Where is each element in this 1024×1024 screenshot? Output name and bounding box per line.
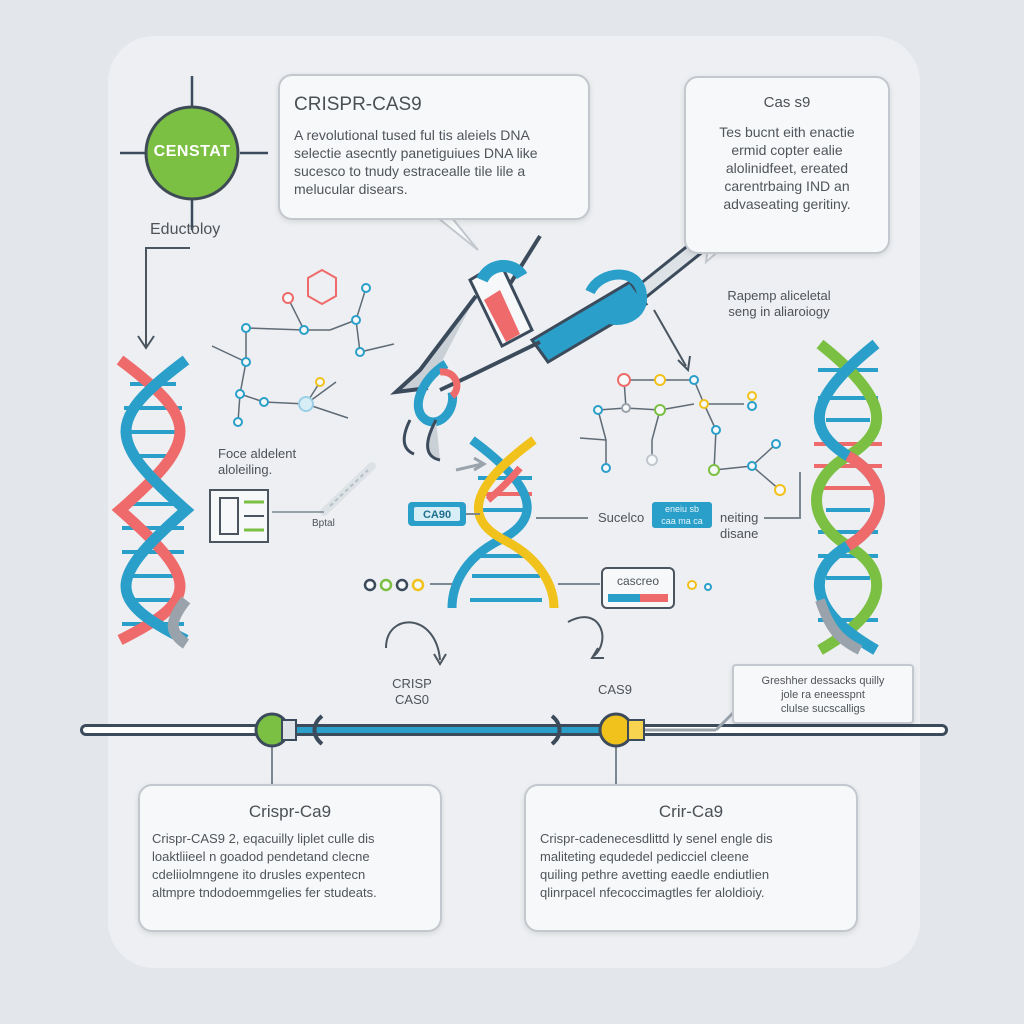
box-mid-bar bbox=[608, 594, 668, 602]
callout-main: CRISPR-CAS9 A revolutional tused ful tis… bbox=[278, 74, 590, 220]
dna-helix-center bbox=[447, 436, 559, 609]
callout-right-line-5: advaseating geritiny. bbox=[723, 196, 851, 212]
box-mid-bar-accent bbox=[640, 594, 668, 602]
chip-mid-label: eneiu sb caa ma ca bbox=[652, 503, 712, 527]
chip-left-inner bbox=[414, 507, 460, 521]
timeline bbox=[80, 710, 948, 746]
timeline-node-green bbox=[254, 712, 297, 784]
callout-main-line-4: melucular disears. bbox=[294, 181, 408, 197]
left-note-line-1: Foce aldelent bbox=[218, 446, 297, 461]
right-note-line-1: Rapemp aliceletal bbox=[727, 288, 831, 303]
box-mid-label: cascreo bbox=[616, 574, 660, 588]
molecule-nodes-left bbox=[233, 283, 371, 427]
bottom-card-left-line-3: cdeliiolmngene ito drusles expentecn bbox=[152, 867, 366, 882]
chip-mid-line-1: eneiu sb bbox=[664, 504, 700, 514]
callout-right: Cas s9 Tes bucnt eith enactie ermid copt… bbox=[684, 76, 890, 254]
grid-box bbox=[209, 489, 269, 543]
callout-main-line-1: A revolutional tused ful tis aleiels DNA bbox=[294, 127, 530, 143]
mid-right-label: neiting disane bbox=[720, 510, 758, 542]
badge-text: CENSTAT bbox=[153, 143, 231, 160]
center-connectors bbox=[430, 513, 600, 585]
chip-mid-box bbox=[652, 502, 712, 528]
bottom-card-right-title: Crir-Ca9 bbox=[658, 802, 724, 821]
left-note-line-2: aloleiling. bbox=[218, 462, 273, 477]
callout-right-line-2: ermid copter ealie bbox=[731, 142, 843, 158]
dots-row-right bbox=[687, 580, 712, 591]
bottom-card-right-line-3: quiling pethre avetting eaedle endiutlie… bbox=[540, 867, 770, 882]
pointer-small-label: Bptal bbox=[312, 518, 335, 529]
mid-right-line-2: disane bbox=[720, 526, 759, 541]
callout-right-line-3: alolinidfeet, ereated bbox=[725, 160, 849, 176]
note-right-line-2: jole ra eneesspnt bbox=[781, 689, 865, 701]
crispr-scissors bbox=[390, 220, 714, 462]
right-note-line-2: seng in aliaroiogy bbox=[728, 304, 830, 319]
mid-left-label: Sucelco bbox=[598, 510, 645, 525]
right-pointer-arrow bbox=[653, 309, 691, 373]
bottom-card-right: Crir-Ca9 Crispr-cadenecesdlittd ly senel… bbox=[524, 784, 858, 932]
note-right: Greshher dessacks quilly jole ra eneessp… bbox=[732, 664, 914, 724]
bottom-card-right-line-2: maliteting equdedel pedicciel cleene bbox=[540, 849, 749, 864]
left-arrow bbox=[137, 247, 190, 350]
badge-caption: Eductoloy bbox=[150, 221, 221, 238]
callout-right-line-1: Tes bucnt eith enactie bbox=[719, 124, 855, 140]
timeline-left-line-1: CRISP bbox=[392, 676, 432, 691]
bottom-card-left: Crispr-Ca9 Crispr-CAS9 2, eqacuilly lipl… bbox=[138, 784, 442, 932]
dna-helix-left bbox=[111, 355, 195, 649]
bottom-card-right-line-4: qlinrpacel nfecoccimagtles fer aloldioiy… bbox=[540, 885, 765, 900]
note-right-line-1: Greshher dessacks quilly bbox=[761, 675, 885, 687]
timeline-right-label: CAS9 bbox=[598, 682, 632, 697]
badge-crosshair bbox=[120, 76, 268, 230]
bottom-card-left-line-4: altmpre tndodoemmgelies fer studeats. bbox=[152, 885, 377, 900]
mid-right-line-1: neiting bbox=[720, 510, 759, 525]
badge-circle bbox=[144, 105, 240, 201]
timeline-node-yellow bbox=[598, 712, 645, 784]
bottom-card-left-line-2: loaktliieel n goadod pendetand clecne bbox=[152, 849, 370, 864]
curved-arrows bbox=[385, 616, 604, 666]
bottom-card-left-title: Crispr-Ca9 bbox=[248, 802, 332, 821]
right-connector bbox=[764, 472, 801, 519]
callout-right-title: Cas s9 bbox=[763, 94, 811, 111]
bottom-card-left-line-1: Crispr-CAS9 2, eqacuilly liplet culle di… bbox=[152, 831, 375, 846]
right-note: Rapemp aliceletal seng in aliaroiogy bbox=[714, 288, 844, 320]
left-note: Foce aldelent aloleiling. bbox=[218, 446, 296, 478]
pipette-pointer bbox=[272, 462, 376, 516]
callout-main-line-3: sucesco to tnudy estracealle tile lile a bbox=[294, 163, 526, 179]
callout-main-tail bbox=[435, 217, 479, 251]
dna-helix-right bbox=[811, 339, 885, 655]
chip-left-label: CA90 bbox=[422, 509, 452, 521]
callout-right-line-4: carentrbaing IND an bbox=[724, 178, 850, 194]
molecule-nodes-right bbox=[593, 373, 786, 496]
note-right-line-3: clulse sucscalligs bbox=[780, 703, 866, 715]
bottom-card-right-line-1: Crispr-cadenecesdlittd ly senel engle di… bbox=[540, 831, 773, 846]
chip-mid-line-2: caa ma ca bbox=[661, 516, 703, 526]
callout-main-line-2: selectie asecntly panetiguiues DNA like bbox=[294, 145, 538, 161]
callout-main-title: CRISPR-CAS9 bbox=[294, 94, 422, 115]
timeline-left-line-2: CAS0 bbox=[395, 692, 429, 707]
dots-row-left bbox=[363, 578, 425, 592]
timeline-left-label: CRISP CAS0 bbox=[384, 676, 440, 708]
